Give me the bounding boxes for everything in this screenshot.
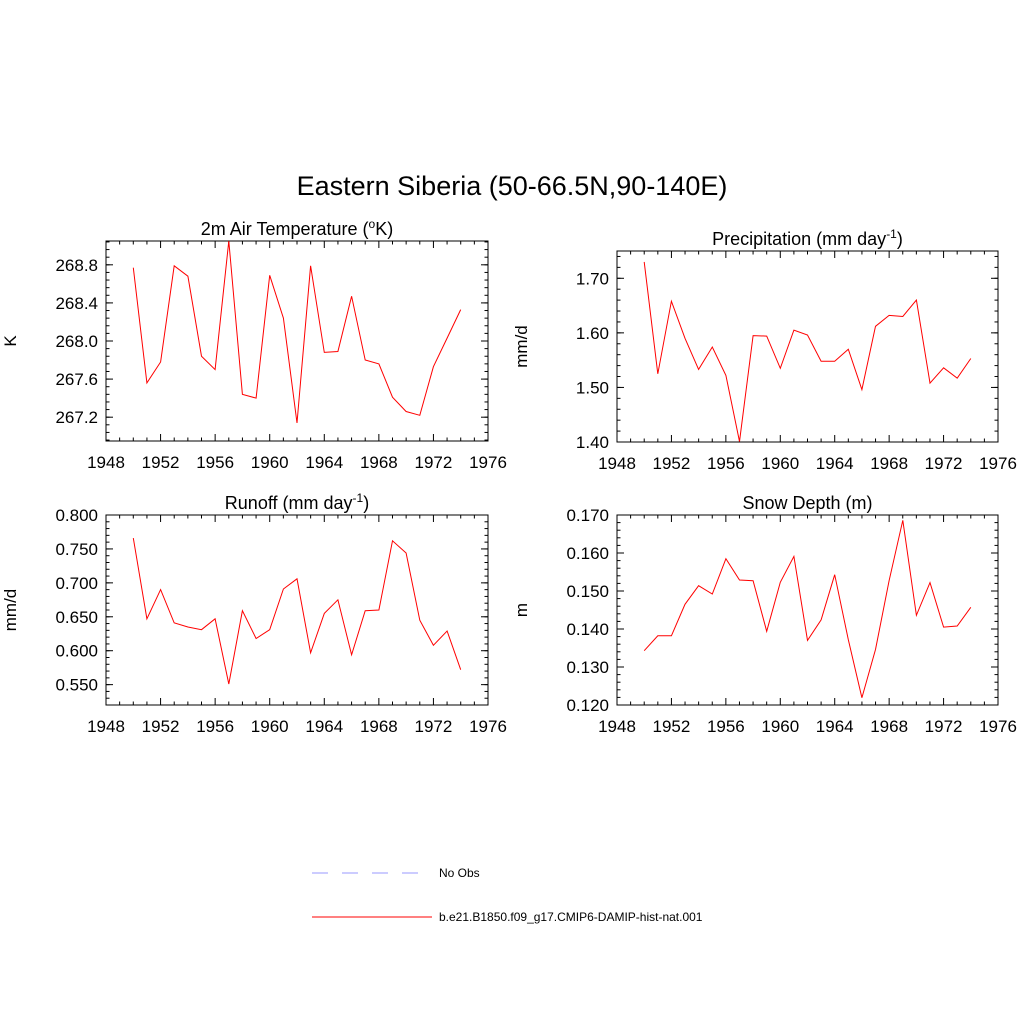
y-tick-label: 0.550 bbox=[55, 676, 98, 695]
y-tick-label: 268.0 bbox=[55, 332, 98, 351]
y-tick-label: 0.130 bbox=[566, 658, 609, 677]
y-tick-label: 1.50 bbox=[576, 378, 609, 397]
x-tick-label: 1948 bbox=[598, 717, 636, 736]
x-tick-label: 1964 bbox=[816, 454, 854, 473]
figure-title: Eastern Siberia (50-66.5N,90-140E) bbox=[297, 171, 728, 201]
x-tick-label: 1964 bbox=[305, 717, 343, 736]
y-tick-label: 0.150 bbox=[566, 582, 609, 601]
x-tick-label: 1960 bbox=[251, 717, 289, 736]
x-tick-label: 1952 bbox=[653, 454, 691, 473]
y-tick-label: 0.140 bbox=[566, 620, 609, 639]
panel-title-text: Snow Depth (m) bbox=[742, 493, 872, 513]
y-axis-label: m bbox=[512, 603, 531, 617]
panel-title: Runoff (mm day-1) bbox=[225, 491, 369, 513]
panel-title-superscript: o bbox=[369, 217, 376, 231]
x-tick-label: 1960 bbox=[251, 453, 289, 472]
y-tick-label: 0.750 bbox=[55, 540, 98, 559]
panel-title-suffix: K) bbox=[375, 219, 393, 239]
x-tick-label: 1976 bbox=[979, 454, 1017, 473]
y-tick-label: 0.160 bbox=[566, 544, 609, 563]
x-tick-label: 1956 bbox=[196, 717, 234, 736]
x-tick-label: 1972 bbox=[925, 454, 963, 473]
legend: No Obs b.e21.B1850.f09_g17.CMIP6-DAMIP-hi… bbox=[312, 866, 703, 924]
panel-air-temperature: 1948 1952 1956 1960 1964 1968 1972 1976 267.2 267… bbox=[1, 217, 507, 472]
y-tick-label: 1.60 bbox=[576, 324, 609, 343]
series-line bbox=[132, 538, 462, 685]
x-tick-label: 1952 bbox=[142, 717, 180, 736]
y-tick-label: 268.8 bbox=[55, 256, 98, 275]
x-tick-label: 1976 bbox=[469, 453, 507, 472]
y-tick-label: 0.650 bbox=[55, 608, 98, 627]
y-tick-label: 1.40 bbox=[576, 433, 609, 452]
panel-title-suffix: ) bbox=[363, 493, 369, 513]
y-axis-label: mm/d bbox=[1, 589, 20, 632]
x-tick-label: 1968 bbox=[870, 717, 908, 736]
panel-title-text: 2m Air Temperature ( bbox=[201, 219, 369, 239]
x-tick-label: 1964 bbox=[305, 453, 343, 472]
panel-title-text: Precipitation (mm day bbox=[712, 229, 886, 249]
panel-title-text: Runoff (mm day bbox=[225, 493, 353, 513]
x-tick-label: 1968 bbox=[360, 717, 398, 736]
x-tick-label: 1948 bbox=[87, 453, 125, 472]
plot-frame bbox=[616, 514, 999, 706]
plot-frame bbox=[105, 514, 489, 706]
y-tick-label: 1.70 bbox=[576, 269, 609, 288]
panel-title-superscript: -1 bbox=[886, 227, 897, 241]
x-tick-label: 1976 bbox=[469, 717, 507, 736]
x-tick-label: 1960 bbox=[761, 717, 799, 736]
legend-label: No Obs bbox=[439, 866, 480, 880]
x-tick-label: 1956 bbox=[707, 717, 745, 736]
x-tick-label: 1960 bbox=[761, 454, 799, 473]
x-tick-label: 1972 bbox=[925, 717, 963, 736]
panel-precipitation: 1948 1952 1956 1960 1964 1968 1972 1976 1.40 1.50… bbox=[512, 227, 1017, 473]
x-tick-label: 1968 bbox=[870, 454, 908, 473]
y-tick-label: 0.700 bbox=[55, 574, 98, 593]
panel-title: 2m Air Temperature (oK) bbox=[201, 217, 393, 239]
y-tick-label: 0.600 bbox=[55, 642, 98, 661]
y-tick-label: 0.800 bbox=[55, 506, 98, 525]
x-tick-label: 1968 bbox=[360, 453, 398, 472]
x-tick-label: 1952 bbox=[142, 453, 180, 472]
y-tick-label: 0.120 bbox=[566, 696, 609, 715]
x-tick-label: 1964 bbox=[816, 717, 854, 736]
y-axis-label: mm/d bbox=[512, 325, 531, 368]
legend-label: b.e21.B1850.f09_g17.CMIP6-DAMIP-hist-nat… bbox=[439, 910, 703, 924]
y-tick-label: 267.6 bbox=[55, 370, 98, 389]
x-tick-label: 1948 bbox=[598, 454, 636, 473]
panel-title-superscript: -1 bbox=[353, 491, 364, 505]
panel-title-suffix: ) bbox=[897, 229, 903, 249]
x-tick-label: 1972 bbox=[415, 453, 453, 472]
panel-title: Precipitation (mm day-1) bbox=[712, 227, 903, 249]
x-tick-label: 1956 bbox=[707, 454, 745, 473]
y-tick-label: 268.4 bbox=[55, 294, 98, 313]
x-tick-label: 1948 bbox=[87, 717, 125, 736]
series-line bbox=[643, 520, 972, 698]
panel-snow-depth: 1948 1952 1956 1960 1964 1968 1972 1976 0.120 0.1… bbox=[512, 493, 1017, 736]
x-tick-label: 1956 bbox=[196, 453, 234, 472]
series-line bbox=[132, 240, 462, 423]
x-tick-label: 1952 bbox=[653, 717, 691, 736]
x-tick-label: 1976 bbox=[979, 717, 1017, 736]
panel-title: Snow Depth (m) bbox=[742, 493, 872, 513]
y-axis-label: K bbox=[1, 335, 20, 347]
series-line bbox=[643, 261, 972, 442]
y-tick-label: 0.170 bbox=[566, 506, 609, 525]
plot-frame bbox=[616, 250, 999, 443]
y-tick-label: 267.2 bbox=[55, 408, 98, 427]
x-tick-label: 1972 bbox=[415, 717, 453, 736]
panel-runoff: 1948 1952 1956 1960 1964 1968 1972 1976 0.550 0.6… bbox=[1, 491, 507, 736]
